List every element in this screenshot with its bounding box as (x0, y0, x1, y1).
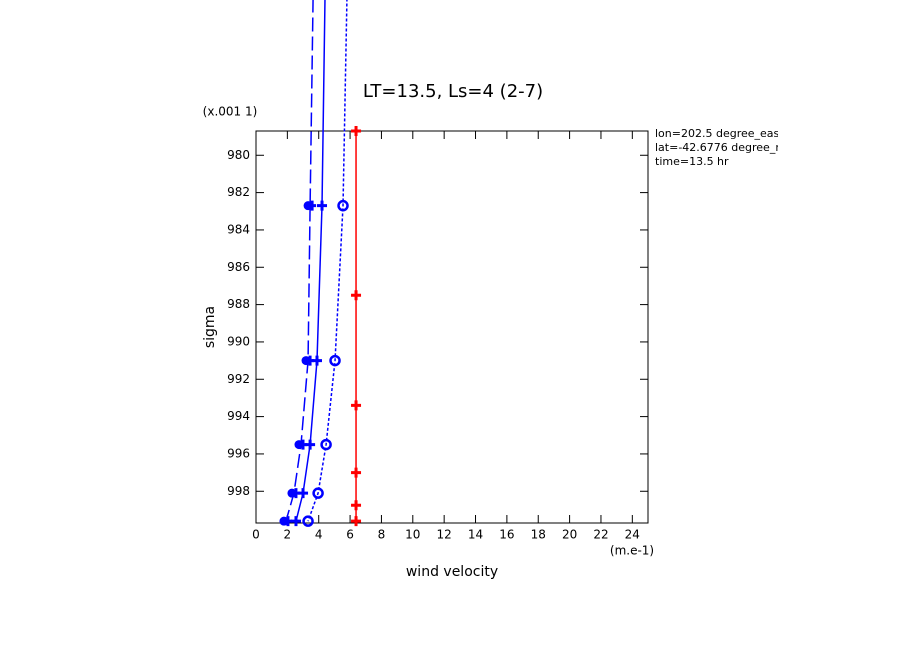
x-tick-label: 14 (468, 528, 483, 542)
x-axis-label: wind velocity (406, 564, 498, 580)
x-tick-label: 20 (562, 528, 577, 542)
x-unit-note: (m.e-1) (610, 544, 654, 558)
series-line (285, 0, 314, 522)
y-tick-label: 980 (227, 148, 250, 162)
plot-frame (255, 130, 649, 524)
info-text: time=13.5 hr (655, 155, 729, 168)
y-tick-label: 990 (227, 334, 250, 348)
chart-title: LT=13.5, Ls=4 (2-7) (363, 81, 543, 102)
y-tick-label: 986 (227, 260, 250, 274)
x-tick-label: 0 (252, 528, 260, 542)
series-line (307, 0, 348, 522)
y-tick-label: 982 (227, 185, 250, 199)
series-line (295, 0, 326, 522)
y-axis-label: sigma (202, 306, 218, 348)
x-tick-label: 10 (405, 528, 420, 542)
y-tick-label: 984 (227, 222, 250, 236)
x-tick-label: 22 (593, 528, 608, 542)
marker-plus (308, 200, 317, 211)
x-tick-label: 2 (284, 528, 292, 542)
data-point (302, 515, 314, 527)
marker-plus (283, 516, 292, 527)
y-tick-label: 992 (227, 372, 250, 386)
y-scale-note: (x.001 1) (203, 105, 258, 119)
x-tick-label: 24 (625, 528, 640, 542)
info-text: lat=-42.6776 degree_north (655, 141, 805, 154)
y-tick-label: 994 (227, 409, 250, 423)
x-tick-label: 18 (531, 528, 546, 542)
info-text: lon=202.5 degree_east (655, 127, 784, 140)
x-tick-label: 6 (346, 528, 354, 542)
x-tick-label: 4 (315, 528, 323, 542)
marker-ring (302, 515, 314, 527)
x-tick-label: 16 (499, 528, 514, 542)
info-block: lon=202.5 degree_east lat=-42.6776 degre… (655, 127, 805, 168)
y-tick-label: 988 (227, 297, 250, 311)
x-tick-label: 8 (378, 528, 386, 542)
y-tick-label: 996 (227, 446, 250, 460)
x-tick-label: 12 (437, 528, 452, 542)
y-tick-label: 998 (227, 484, 250, 498)
